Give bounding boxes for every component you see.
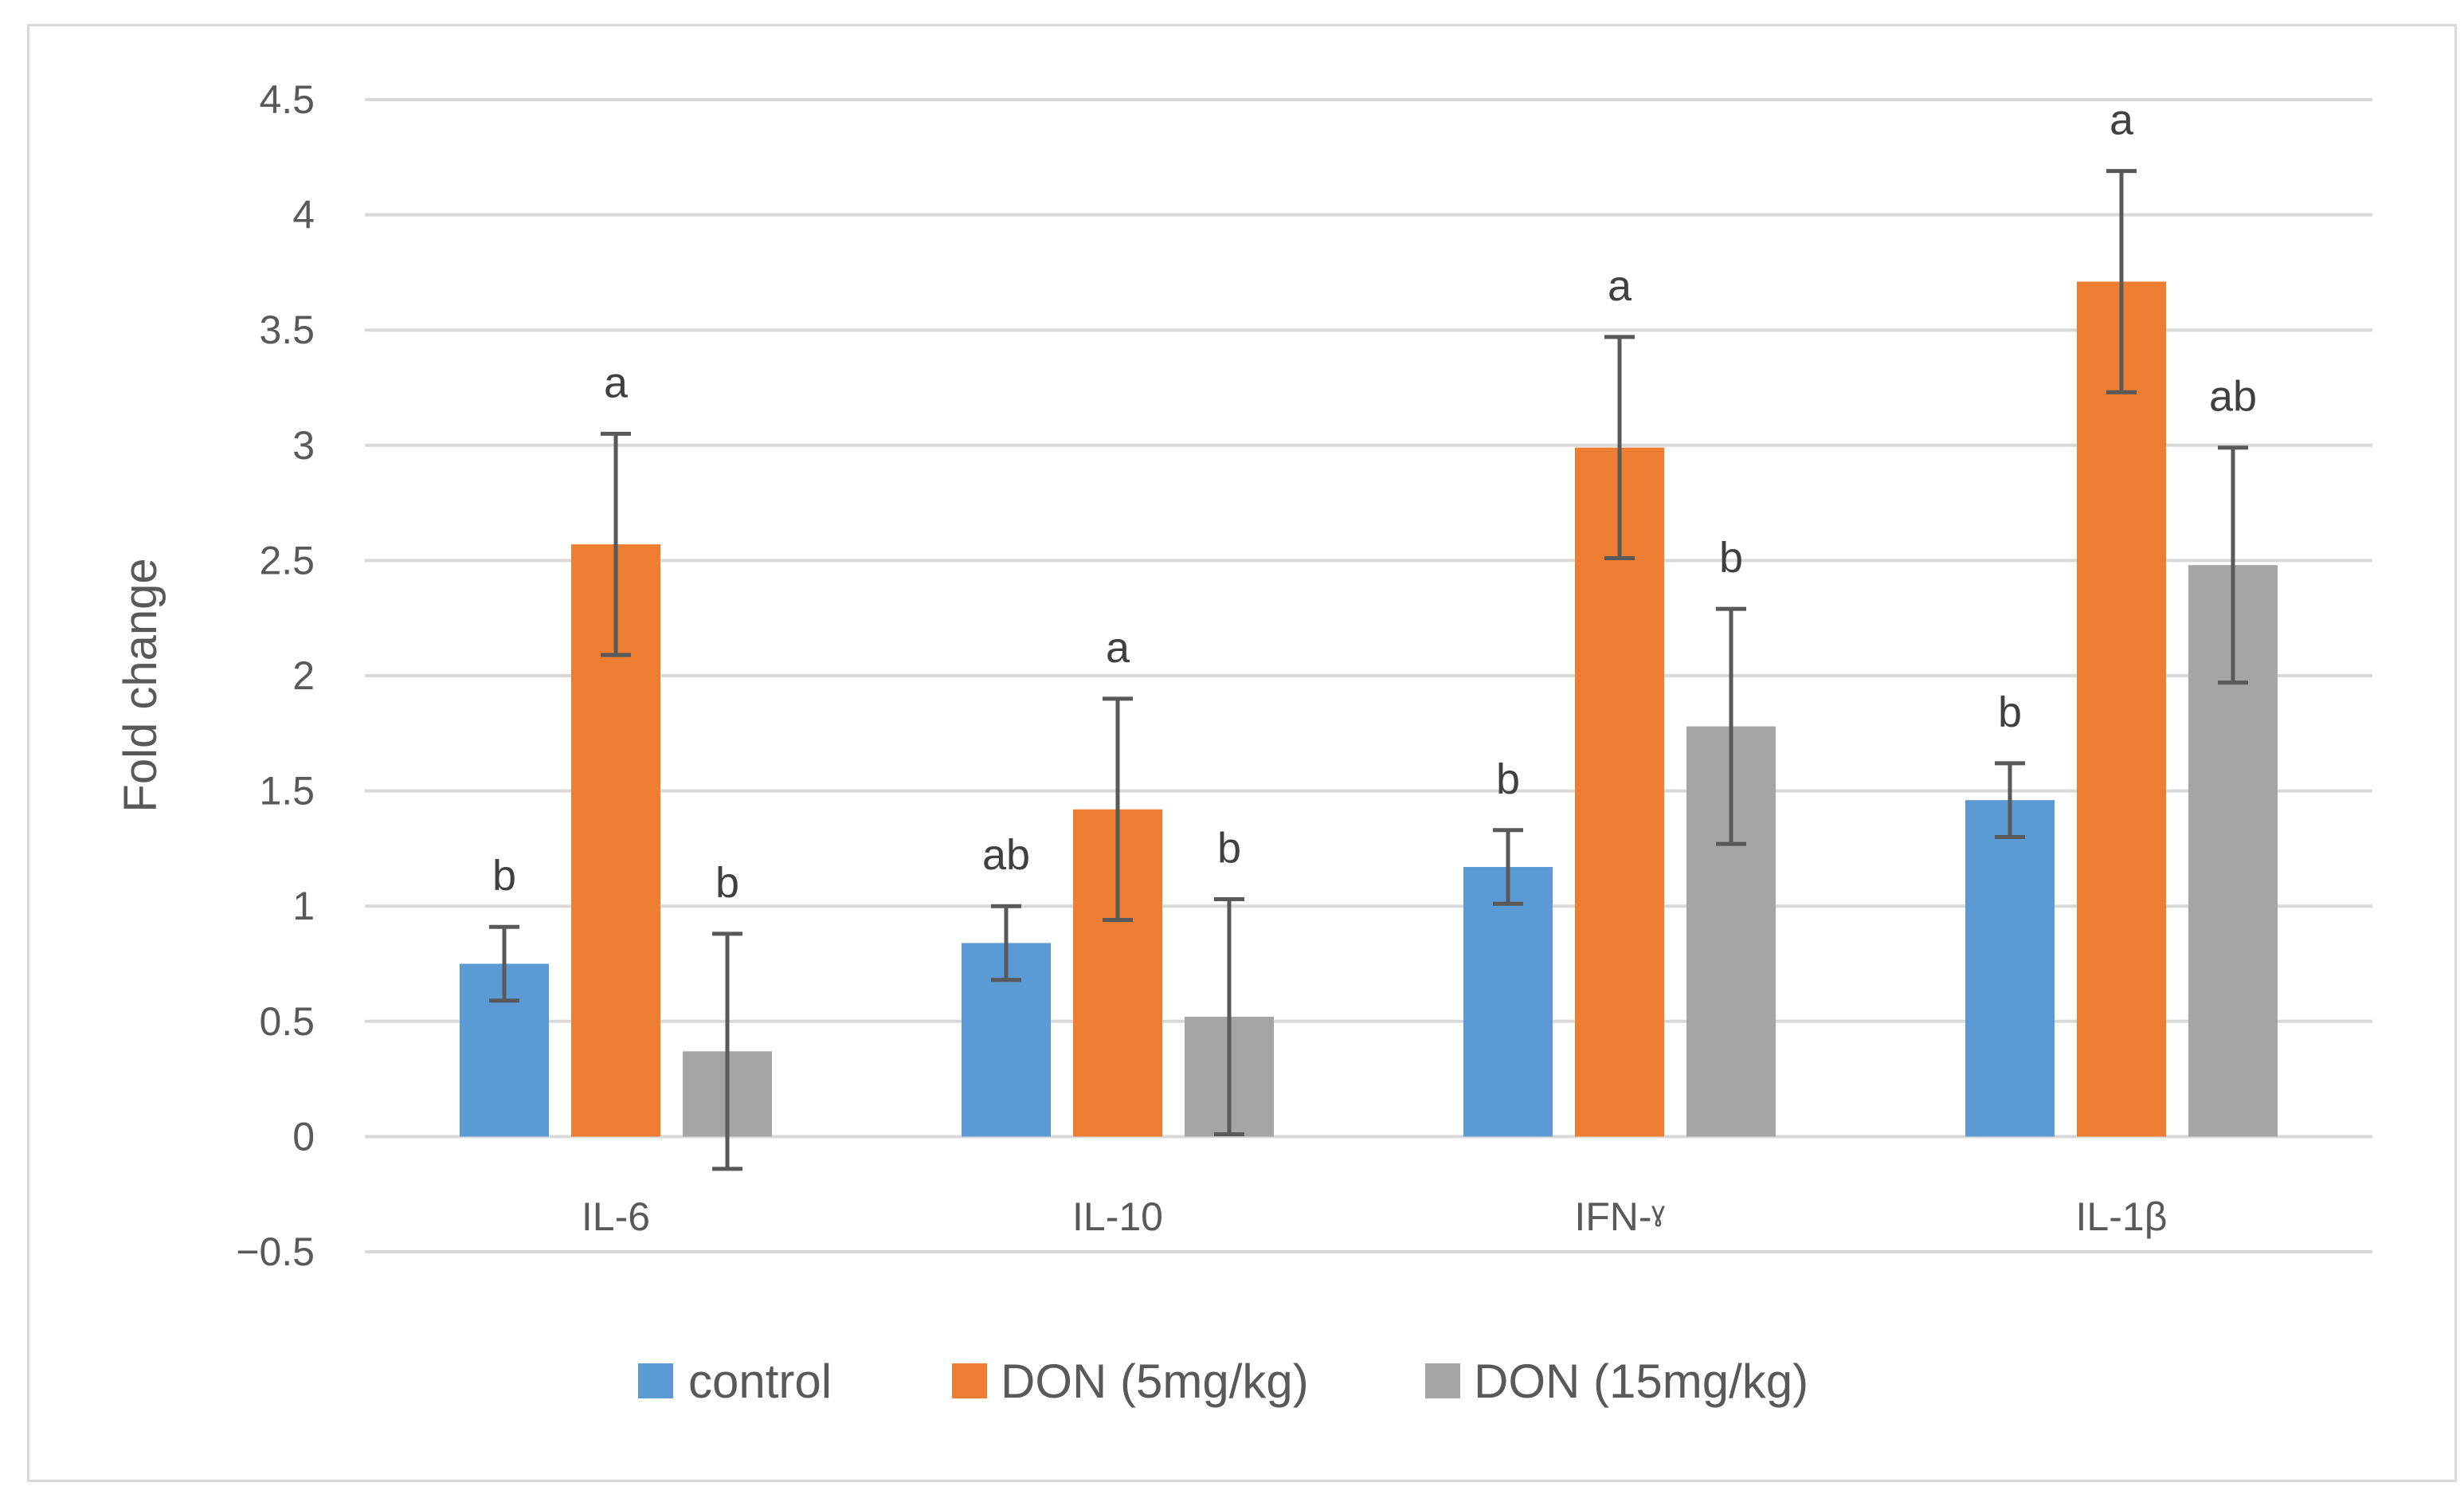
legend-label: control (688, 1355, 832, 1408)
chart-frame (27, 24, 2457, 1482)
y-tick-label: 1 (292, 884, 315, 928)
legend-label: DON (15mg/kg) (1474, 1355, 1808, 1408)
significance-letter: ab (2209, 373, 2257, 421)
x-tick-label: IFN-ˠ (1574, 1194, 1665, 1239)
gridlines (365, 98, 2372, 1253)
bar (2077, 281, 2166, 1137)
x-tick-label: IL-10 (1072, 1194, 1163, 1239)
significance-letter: b (492, 852, 516, 900)
y-tick-label: 3.5 (259, 308, 315, 352)
y-axis-title: Fold change (115, 558, 166, 812)
significance-letter: b (1719, 534, 1743, 582)
significance-letter: b (1496, 755, 1520, 803)
significance-letter: a (1106, 624, 1130, 672)
y-tick-label: 4 (292, 193, 315, 237)
legend: control DON (5mg/kg) DON (15mg/kg) (638, 1355, 1808, 1408)
bar (1575, 447, 1664, 1137)
significance-letter: a (2109, 96, 2134, 144)
legend-swatch (638, 1363, 673, 1398)
x-tick-label: IL-6 (582, 1194, 650, 1239)
y-tick-label: 4.5 (259, 77, 315, 122)
y-tick-label: 2 (292, 653, 315, 698)
y-tick-label: 1.5 (259, 769, 315, 814)
bar (1965, 800, 2055, 1137)
significance-letter: a (604, 359, 629, 406)
legend-swatch (952, 1363, 987, 1398)
significance-letter: ab (982, 831, 1030, 879)
x-tick-label: IL-1β (2076, 1194, 2168, 1239)
bar (1463, 867, 1553, 1137)
y-axis-ticks: 4.5 4 3.5 3 2.5 2 1.5 1 0.5 0 −0.5 (236, 77, 315, 1274)
x-axis-ticks: IL-6 IL-10 IFN-ˠ IL-1β (582, 1194, 2168, 1239)
y-tick-label: 2.5 (259, 538, 315, 582)
y-tick-label: 0.5 (259, 999, 315, 1044)
legend-label: DON (5mg/kg) (1001, 1355, 1309, 1408)
significance-letter: b (715, 859, 739, 907)
y-tick-label: 0 (292, 1114, 315, 1159)
significance-letter: a (1608, 262, 1632, 310)
y-tick-label: −0.5 (236, 1229, 315, 1274)
error-bars (489, 169, 2248, 1171)
y-tick-label: 3 (292, 423, 315, 468)
legend-swatch (1425, 1363, 1460, 1398)
significance-letter: b (1217, 825, 1241, 873)
significance-letter: b (1998, 688, 2022, 736)
